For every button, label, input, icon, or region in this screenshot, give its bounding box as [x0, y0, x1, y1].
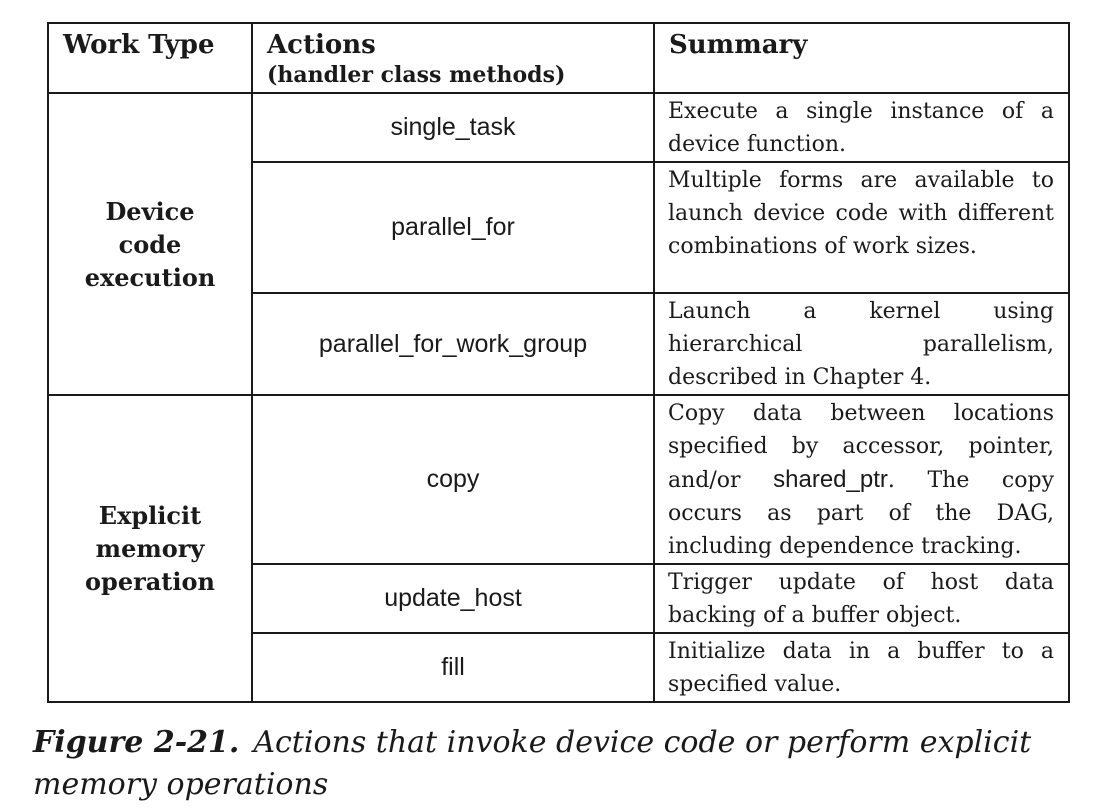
table-row: Explicit memory operation copy Copy data…	[47, 394, 1070, 703]
work-type-label: Device code execution	[84, 196, 216, 292]
table-row: parallel_for_work_group Launch a kernel …	[48, 292, 1070, 396]
summary-copy: Copy data between locations specified by…	[653, 394, 1070, 565]
action-parallel-for-work-group: parallel_for_work_group	[251, 292, 655, 396]
table-row: parallel_for Multiple forms are availabl…	[48, 161, 1070, 294]
summary-copy-code: shared_ptr	[773, 466, 888, 493]
header-actions: Actions (handler class methods)	[251, 22, 655, 94]
figure-caption: Figure 2-21. Actions that invoke device c…	[33, 722, 1093, 806]
action-update-host: update_host	[251, 563, 655, 634]
summary-copy-post: . The copy occurs as part of the DAG, in…	[668, 468, 1054, 559]
work-type-device-code-execution: Device code execution	[47, 92, 253, 396]
actions-table: Work Type Actions (handler class methods…	[47, 22, 1070, 703]
summary-fill: Initialize data in a buffer to a specifi…	[653, 632, 1070, 703]
action-copy: copy	[251, 394, 655, 565]
table-row: update_host Trigger update of host data …	[48, 563, 1070, 634]
table-row: Device code execution single_task Execut…	[47, 92, 1070, 396]
table-row: fill Initialize data in a buffer to a sp…	[48, 632, 1070, 703]
work-type-explicit-memory-operation: Explicit memory operation	[47, 394, 253, 703]
header-row: Work Type Actions (handler class methods…	[47, 22, 1070, 94]
action-single-task: single_task	[251, 92, 655, 163]
summary-copy-pre: Copy data between locations specified by…	[668, 401, 1054, 493]
action-parallel-for: parallel_for	[251, 161, 655, 294]
header-summary: Summary	[653, 22, 1070, 94]
header-actions-label: Actions	[267, 30, 376, 60]
header-actions-subtitle: (handler class methods)	[267, 62, 566, 88]
summary-single-task: Execute a single instance of a device fu…	[653, 92, 1070, 163]
figure-label: Figure 2-21.	[33, 725, 240, 760]
summary-parallel-for-work-group: Launch a kernel using hierarchical paral…	[653, 292, 1070, 396]
action-fill: fill	[251, 632, 655, 703]
header-work-type: Work Type	[47, 22, 253, 94]
summary-parallel-for: Multiple forms are available to launch d…	[653, 161, 1070, 294]
work-type-label: Explicit memory operation	[85, 501, 215, 596]
figure-caption-text: Actions that invoke device code or perfo…	[33, 725, 1032, 802]
summary-update-host: Trigger update of host data backing of a…	[653, 563, 1070, 634]
